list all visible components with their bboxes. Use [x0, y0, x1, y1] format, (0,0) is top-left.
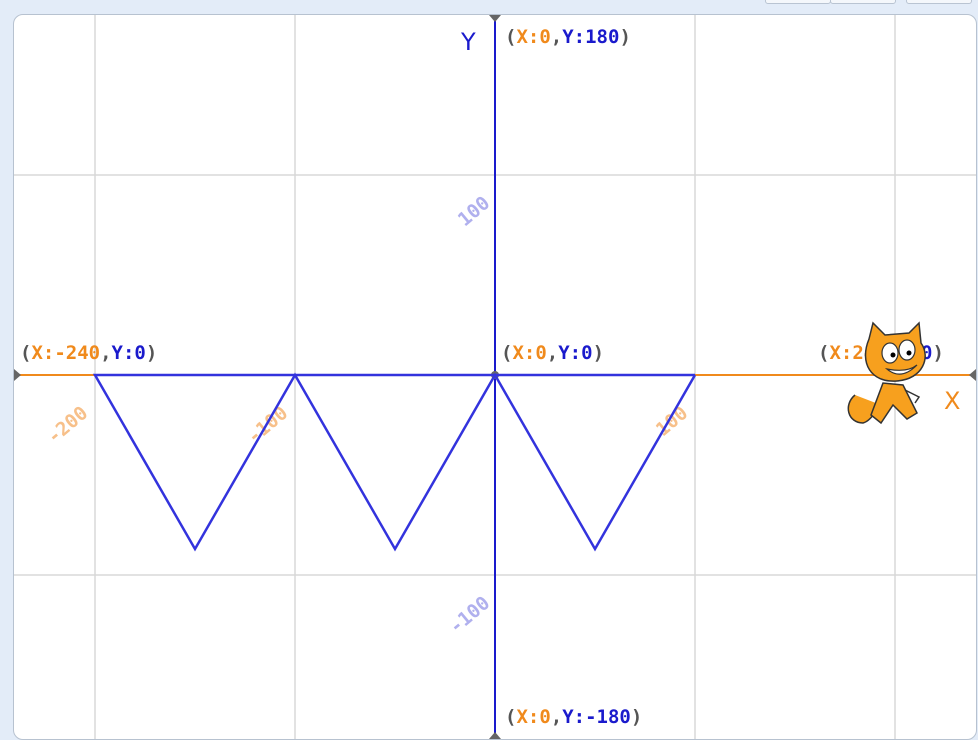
toolbar-button[interactable]	[906, 0, 972, 4]
arrow-right-icon	[969, 369, 976, 381]
y-tick-label: -100	[445, 592, 494, 638]
cat-pupil	[906, 350, 912, 356]
cat-pupil	[890, 352, 896, 358]
toolbar-button[interactable]	[830, 0, 896, 4]
coordinate-label: (X:-240,Y:0)	[20, 342, 157, 364]
cat-mouth	[884, 364, 918, 375]
coordinate-label: (X:0,Y:0)	[501, 342, 604, 364]
cat-eye	[898, 339, 916, 361]
y-tick-label: 100	[454, 192, 494, 231]
x-tick-label: -200	[43, 402, 92, 448]
x-axis-label: X	[944, 387, 960, 415]
cat-sprite-icon	[847, 321, 926, 425]
pen-drawing	[92, 372, 697, 552]
x-tick-label: 100	[652, 402, 692, 441]
toolbar-button[interactable]	[765, 0, 831, 4]
arrow-left-icon	[14, 369, 21, 381]
arrow-top-icon	[489, 15, 501, 22]
coordinate-label: (X:0,Y:180)	[505, 26, 631, 48]
cat-body	[870, 382, 918, 425]
arrow-bottom-icon	[489, 732, 501, 739]
coordinate-label: (X:0,Y:-180)	[505, 706, 642, 728]
cat-arm	[904, 389, 921, 404]
stage[interactable]: Y X -200 -100 100 100 -100 (X:0,Y:180) (X:-240,Y…	[13, 14, 977, 740]
stage-canvas: YX-200 -100 100100-100(X:0,Y:180)(X:-240,Y…	[14, 15, 976, 739]
cat-eye	[881, 342, 899, 364]
y-axis-label: Y	[460, 28, 476, 56]
